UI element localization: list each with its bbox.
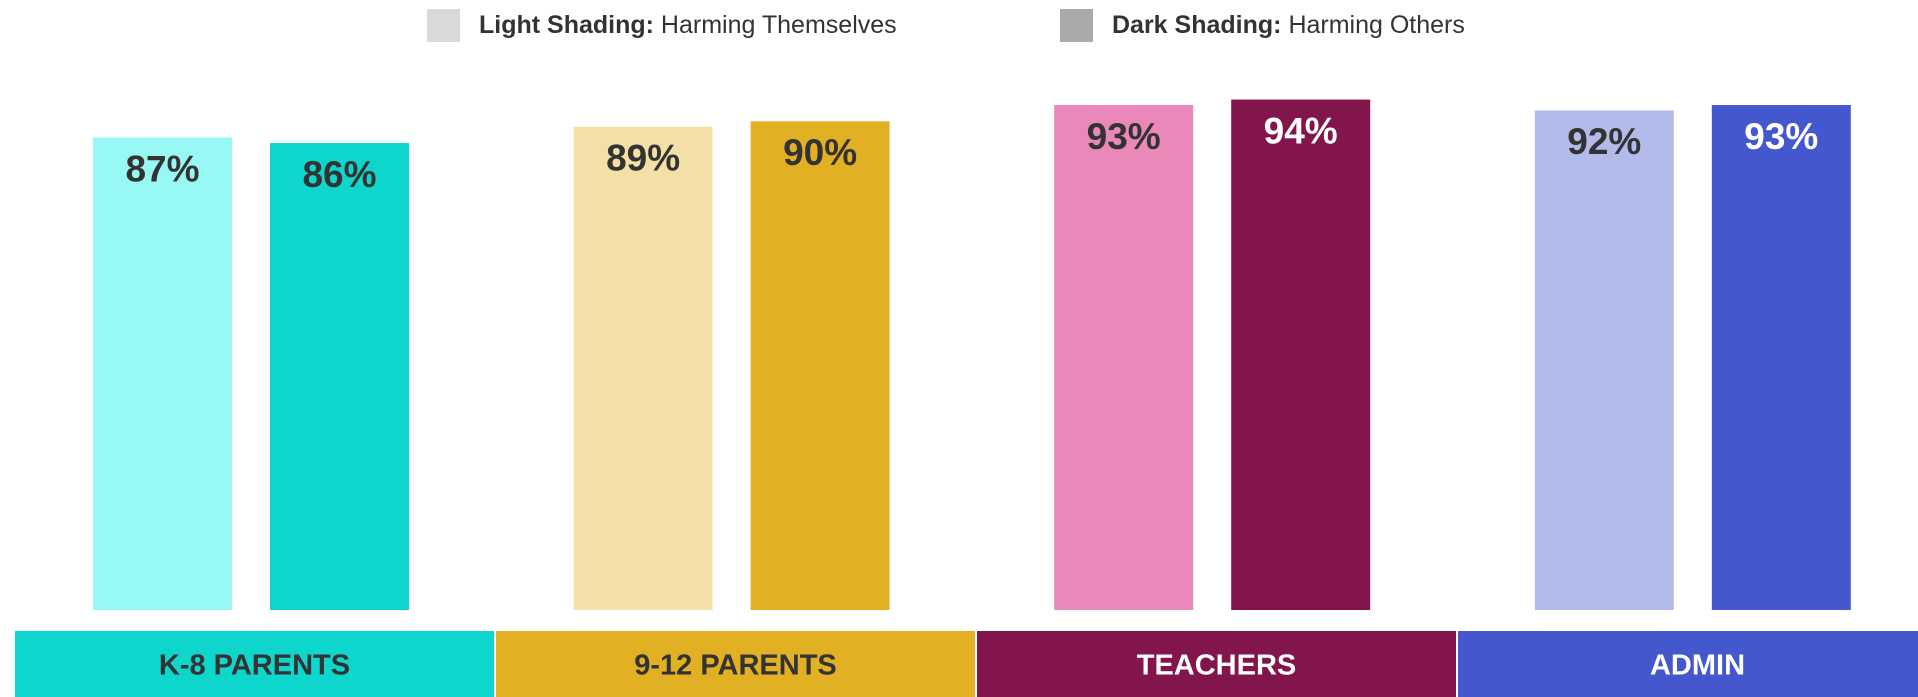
bar (1054, 105, 1194, 610)
bar (1711, 105, 1851, 610)
data-label: 93% (1087, 116, 1161, 157)
data-label: 89% (606, 138, 680, 179)
category-band (496, 631, 975, 697)
legend-swatch (1060, 9, 1093, 42)
bar (93, 137, 232, 610)
category-band (1458, 631, 1918, 697)
legend-swatch (427, 9, 460, 42)
x-tick-label: ADMIN (1650, 650, 1745, 682)
legend-prefix: Dark Shading: (1112, 11, 1281, 39)
x-tick-label: 9-12 PARENTS (634, 650, 837, 682)
data-label: 94% (1264, 110, 1338, 151)
legend-name: Harming Others (1288, 11, 1464, 39)
data-label: 90% (783, 132, 857, 173)
category-band (15, 631, 494, 697)
legend-label: Light Shading: Harming Themselves (479, 11, 897, 39)
x-tick-label: K-8 PARENTS (159, 650, 350, 682)
legend-name: Harming Themselves (661, 11, 897, 39)
data-label: 87% (125, 148, 199, 189)
data-label: 92% (1567, 121, 1641, 162)
data-label: 86% (302, 154, 376, 195)
legend-label: Dark Shading: Harming Others (1112, 11, 1465, 39)
category-band (977, 631, 1456, 697)
bar (1534, 110, 1674, 610)
bar (750, 121, 890, 611)
bar (1231, 99, 1371, 610)
legend-prefix: Light Shading: (479, 11, 654, 39)
data-label: 93% (1744, 116, 1818, 157)
bar (270, 143, 409, 610)
x-tick-label: TEACHERS (1137, 650, 1297, 682)
bar (573, 126, 713, 610)
